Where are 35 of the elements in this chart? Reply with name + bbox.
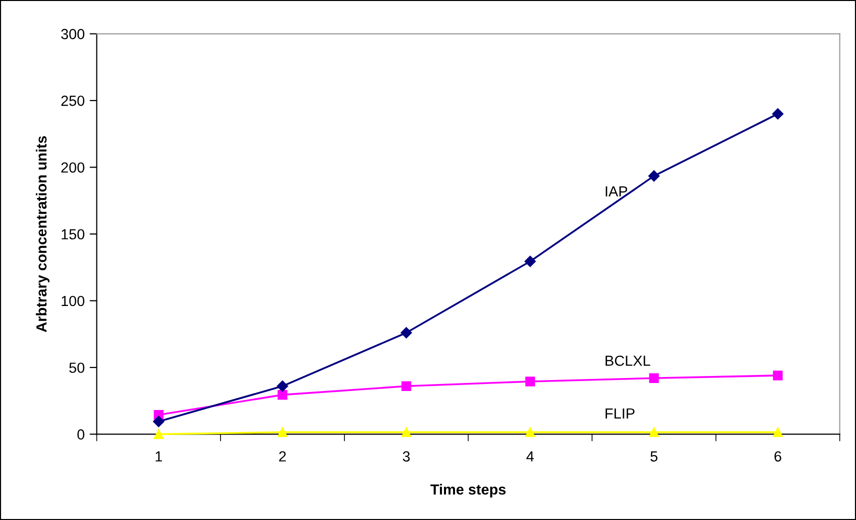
y-tick-label: 200 [61,162,84,173]
y-axis-title: Arbtrary concentration units [36,136,50,332]
y-tick-label: 150 [62,229,84,240]
x-tick-label: 5 [650,451,658,462]
point [648,170,660,182]
x-tick-label: 6 [774,451,782,462]
y-tick-label: 100 [62,296,84,306]
point [278,390,288,400]
series-label: IAP [606,186,628,196]
point [276,380,288,392]
point [649,427,659,438]
point [772,427,783,438]
x-tick-label: 3 [402,451,410,462]
point [525,376,536,386]
x-axis-title: Time steps [430,484,506,498]
point [400,327,412,338]
point [772,108,784,120]
point [401,381,412,392]
point [772,370,783,380]
point [154,429,164,440]
point [524,256,536,267]
y-tick-label: 0 [77,429,84,440]
point [401,427,412,438]
series-label: BCLXL [606,356,650,366]
point [649,373,659,384]
point [525,427,536,438]
x-tick-label: 2 [279,451,286,462]
series-label: FLIP [606,408,634,418]
point [278,427,288,438]
point [153,416,164,428]
x-tick-label: 1 [156,451,162,462]
y-tick-label: 50 [69,362,84,373]
y-tick-label: 250 [61,96,84,106]
y-tick-label: 300 [61,28,84,40]
x-tick-label: 4 [526,451,534,462]
